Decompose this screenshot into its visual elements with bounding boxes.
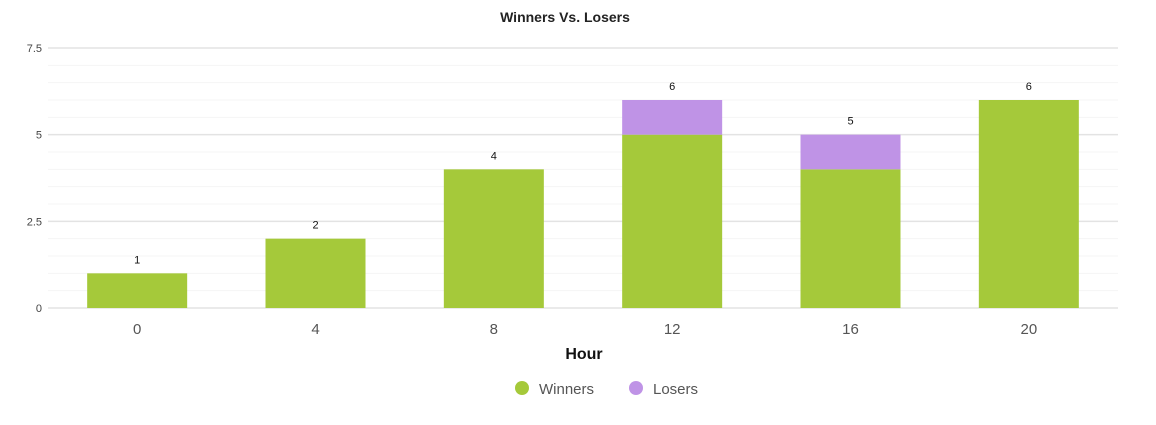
data-label: 2 — [312, 220, 318, 232]
x-tick-label: 20 — [1020, 321, 1037, 338]
legend-label-losers[interactable]: Losers — [653, 381, 698, 398]
x-axis-title: Hour — [565, 346, 602, 363]
bar-losers-16[interactable] — [800, 134, 901, 170]
gridlines — [48, 47, 1118, 309]
data-labels: 1 2 4 6 5 6 — [134, 81, 1032, 266]
y-tick-label: 0 — [36, 303, 42, 315]
bar-winners-16[interactable] — [800, 169, 901, 308]
data-label: 5 — [847, 116, 853, 128]
bar-winners-20[interactable] — [978, 100, 1079, 308]
x-axis-ticks: 0 4 8 12 16 20 — [133, 321, 1037, 338]
y-tick-label: 2.5 — [27, 216, 42, 228]
bar-losers-12[interactable] — [622, 100, 723, 135]
y-axis-ticks: 0 2.5 5 7.5 — [27, 43, 42, 315]
data-label: 6 — [1026, 81, 1032, 93]
y-tick-label: 7.5 — [27, 43, 42, 55]
legend-marker-losers[interactable] — [629, 381, 643, 395]
data-label: 6 — [669, 81, 675, 93]
x-tick-label: 4 — [311, 321, 319, 338]
y-tick-label: 5 — [36, 130, 42, 142]
bar-winners-12[interactable] — [622, 134, 723, 308]
legend: Winners Losers — [515, 381, 698, 398]
x-tick-label: 16 — [842, 321, 859, 338]
x-tick-label: 0 — [133, 321, 141, 338]
legend-label-winners[interactable]: Winners — [539, 381, 594, 398]
x-tick-label: 8 — [490, 321, 498, 338]
data-label: 4 — [491, 150, 497, 162]
chart-title: Winners Vs. Losers — [500, 9, 630, 25]
bar-winners-0[interactable] — [87, 273, 188, 308]
bar-winners-8[interactable] — [443, 169, 544, 308]
legend-marker-winners[interactable] — [515, 381, 529, 395]
data-label: 1 — [134, 254, 140, 266]
x-tick-label: 12 — [664, 321, 681, 338]
bar-winners-4[interactable] — [265, 238, 366, 308]
bars — [87, 100, 1079, 308]
